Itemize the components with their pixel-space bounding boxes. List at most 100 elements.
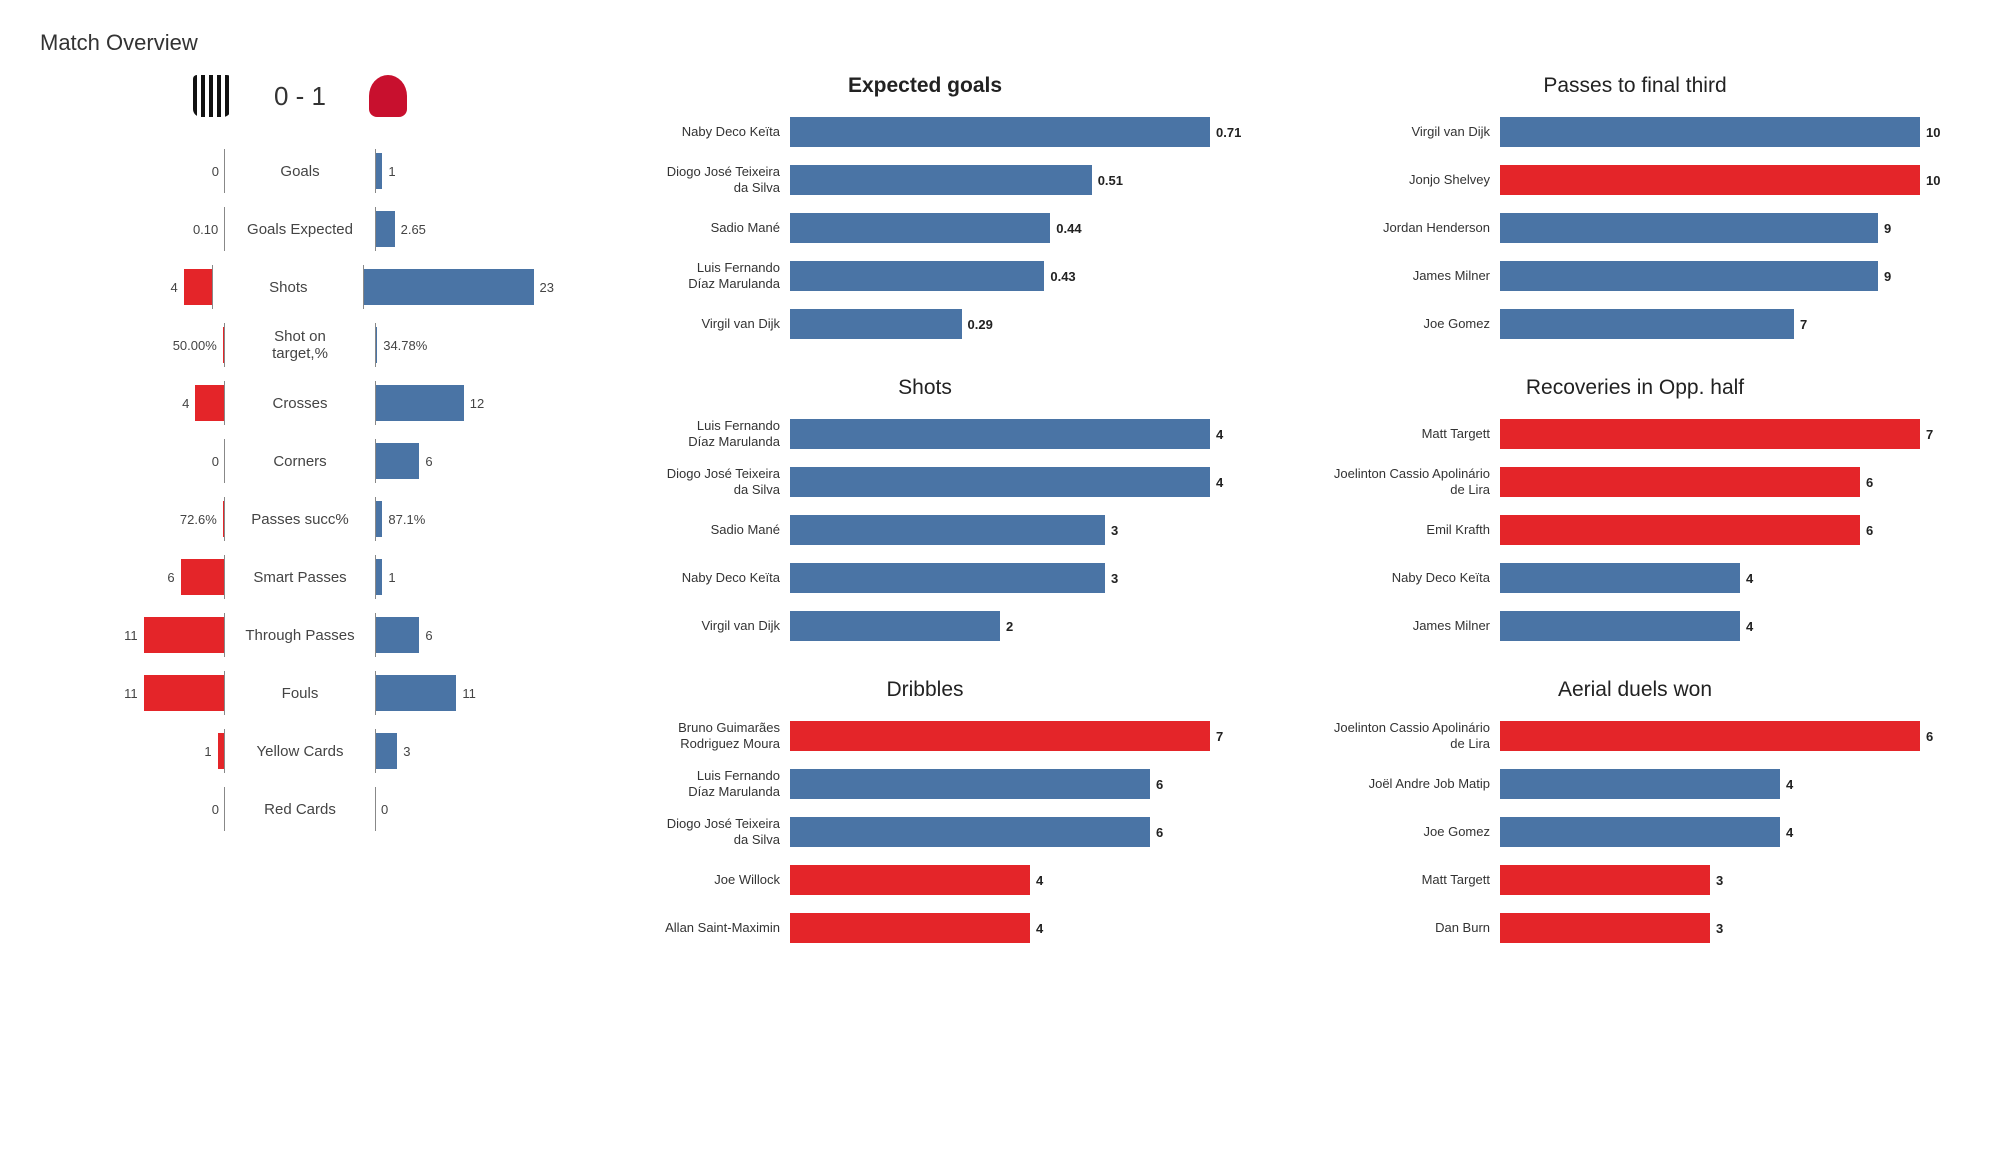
mini-bar — [1500, 611, 1740, 641]
stat-divider — [375, 149, 376, 193]
mini-chart-title: Shots — [600, 376, 1250, 400]
stat-label: Passes succ% — [225, 511, 375, 528]
mini-bar — [790, 515, 1105, 545]
stat-home-value: 4 — [176, 396, 195, 411]
player-name: Dan Burn — [1310, 920, 1500, 936]
mini-value: 9 — [1878, 221, 1891, 236]
stat-away-value: 11 — [456, 686, 482, 701]
mini-value: 7 — [1794, 317, 1807, 332]
mini-value: 6 — [1860, 523, 1873, 538]
stat-divider — [375, 671, 376, 715]
stat-divider — [224, 497, 225, 541]
mini-value: 4 — [1780, 825, 1793, 840]
mini-chart-row: Naby Deco Keïta 4 — [1310, 558, 1960, 598]
stat-divider — [375, 207, 376, 251]
mini-chart-row: Naby Deco Keïta3 — [600, 558, 1250, 598]
mini-bar — [790, 563, 1105, 593]
stat-away-side: 12 — [375, 385, 560, 421]
mini-bar-wrap: 10 — [1500, 117, 1960, 147]
stat-away-side: 1 — [375, 153, 560, 189]
player-name: Diogo José Teixeirada Silva — [600, 164, 790, 195]
mini-bar-wrap: 6 — [1500, 467, 1960, 497]
stat-divider — [375, 555, 376, 599]
home-score: 0 — [274, 81, 288, 111]
stat-home-side: 0 — [40, 791, 225, 827]
stat-home-value: 72.6% — [174, 512, 223, 527]
stat-label: Corners — [225, 453, 375, 470]
mini-value: 7 — [1210, 729, 1223, 744]
stat-row: 4Shots23 — [40, 258, 560, 316]
mini-bar-wrap: 4 — [790, 913, 1250, 943]
mini-chart-row: Joelinton Cassio Apolináriode Lira6 — [1310, 462, 1960, 502]
mini-chart-row: Sadio Mané0.44 — [600, 208, 1250, 248]
stat-row: 0Corners 6 — [40, 432, 560, 490]
player-name: Matt Targett — [1310, 872, 1500, 888]
stat-home-side: 0 — [40, 443, 225, 479]
mini-bar-wrap: 3 — [1500, 865, 1960, 895]
mini-value: 4 — [1740, 571, 1753, 586]
stat-label: Through Passes — [225, 627, 375, 644]
stat-away-value: 6 — [419, 454, 438, 469]
stat-divider — [375, 323, 376, 367]
mini-bar-wrap: 4 — [790, 467, 1250, 497]
mini-chart-row: Diogo José Teixeirada Silva0.51 — [600, 160, 1250, 200]
mini-chart-title: Recoveries in Opp. half — [1310, 376, 1960, 400]
mini-bar — [1500, 515, 1860, 545]
stat-home-value: 0 — [206, 454, 225, 469]
stat-away-bar — [375, 385, 464, 421]
stat-away-value: 23 — [534, 280, 560, 295]
mini-value: 10 — [1920, 173, 1940, 188]
mini-bar — [790, 817, 1150, 847]
stat-divider — [224, 323, 225, 367]
stat-home-value: 1 — [198, 744, 217, 759]
stat-away-side: 2.65 — [375, 211, 560, 247]
stat-away-bar — [375, 675, 456, 711]
stat-row: 0.10Goals Expected2.65 — [40, 200, 560, 258]
mini-bar-wrap: 4 — [1500, 563, 1960, 593]
mini-value: 6 — [1150, 777, 1163, 792]
mini-value: 2 — [1000, 619, 1013, 634]
player-name: Naby Deco Keïta — [1310, 570, 1500, 586]
stat-away-value: 34.78% — [377, 338, 433, 353]
stat-away-side: 3 — [375, 733, 560, 769]
score-sep: - — [288, 81, 311, 111]
mini-chart: ShotsLuis FernandoDíaz Marulanda4Diogo J… — [600, 376, 1250, 654]
player-name: Naby Deco Keïta — [600, 570, 790, 586]
mini-chart-title: Passes to final third — [1310, 74, 1960, 98]
mini-bar — [1500, 865, 1710, 895]
stat-label: Fouls — [225, 685, 375, 702]
mini-chart-row: Joe Willock4 — [600, 860, 1250, 900]
mini-bar — [790, 419, 1210, 449]
stat-away-value: 1 — [382, 164, 401, 179]
mini-chart-row: Jonjo Shelvey10 — [1310, 160, 1960, 200]
stat-home-side: 0.10 — [40, 211, 225, 247]
mini-bar-wrap: 2 — [790, 611, 1250, 641]
mini-bar-wrap: 6 — [790, 769, 1250, 799]
mini-value: 6 — [1150, 825, 1163, 840]
stat-home-value: 0 — [206, 164, 225, 179]
stat-home-side: 11 — [40, 675, 225, 711]
player-name: Luis FernandoDíaz Marulanda — [600, 418, 790, 449]
mini-chart: Aerial duels wonJoelinton Cassio Apoliná… — [1310, 678, 1960, 956]
stat-row: 11Fouls11 — [40, 664, 560, 722]
stat-home-value: 4 — [165, 280, 184, 295]
stat-home-value: 6 — [161, 570, 180, 585]
mini-bar-wrap: 7 — [1500, 309, 1960, 339]
player-name: James Milner — [1310, 618, 1500, 634]
mini-chart-row: Diogo José Teixeirada Silva6 — [600, 812, 1250, 852]
mini-value: 4 — [1210, 427, 1223, 442]
stat-away-side: 34.78% — [375, 327, 560, 363]
mini-bar — [1500, 817, 1780, 847]
mini-value: 10 — [1920, 125, 1940, 140]
mini-chart: Expected goalsNaby Deco Keïta0.71Diogo J… — [600, 74, 1250, 352]
mini-chart-row: James Milner4 — [1310, 606, 1960, 646]
player-name: Naby Deco Keïta — [600, 124, 790, 140]
stat-home-bar — [144, 675, 225, 711]
stat-home-bar — [181, 559, 225, 595]
mini-value: 4 — [1030, 873, 1043, 888]
stat-home-side: 4 — [40, 385, 225, 421]
stat-away-value: 6 — [419, 628, 438, 643]
player-name: Joe Gomez — [1310, 824, 1500, 840]
mini-bar — [1500, 913, 1710, 943]
mini-chart-row: Bruno GuimarãesRodriguez Moura7 — [600, 716, 1250, 756]
